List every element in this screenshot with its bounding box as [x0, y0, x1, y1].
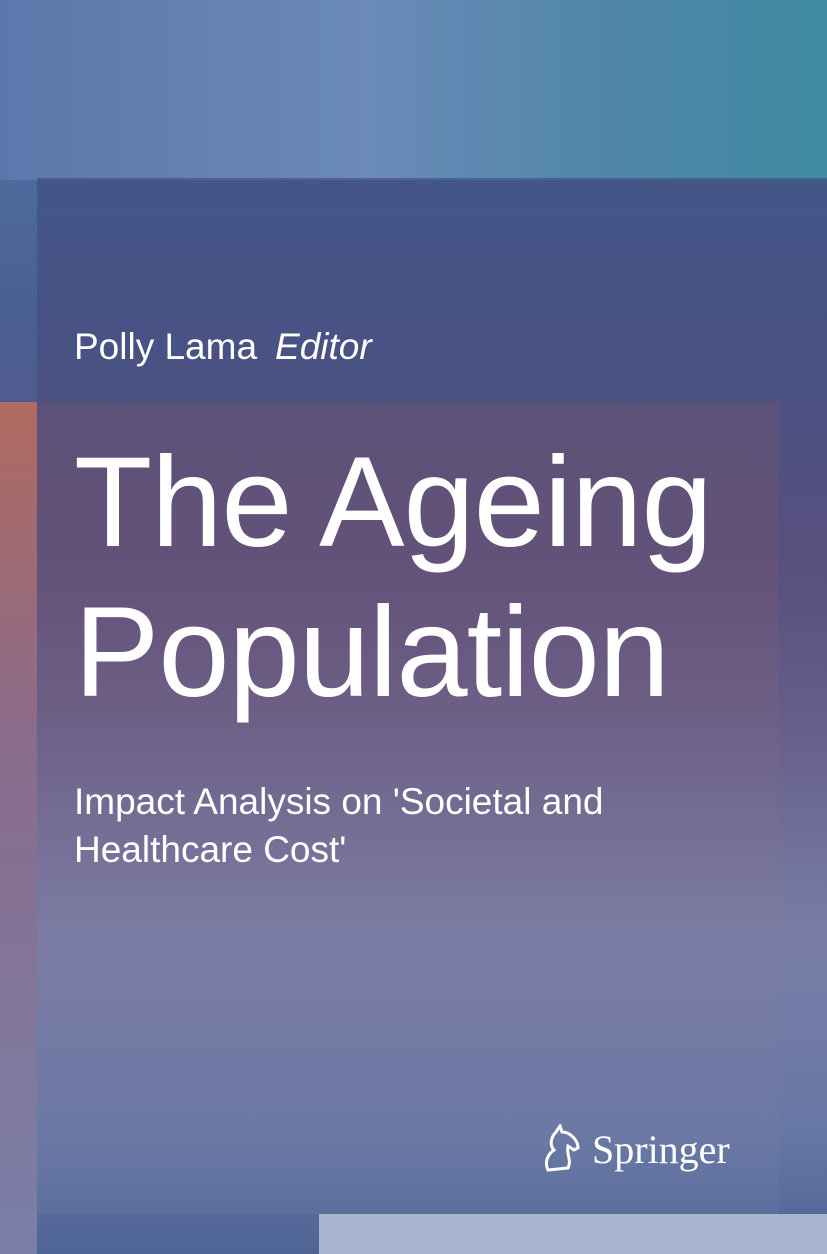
background-panel — [37, 178, 827, 1254]
springer-horse-icon — [544, 1124, 580, 1172]
bottom-bar — [319, 1214, 827, 1254]
author-name: Polly Lama — [74, 326, 258, 367]
book-subtitle: Impact Analysis on 'Societal and Healthc… — [74, 781, 604, 870]
publisher-logo: Springer — [538, 1124, 730, 1174]
author-role: Editor — [275, 326, 372, 367]
background-top — [0, 0, 827, 180]
title-panel — [37, 402, 779, 1214]
author-line: Polly Lama Editor — [74, 326, 372, 368]
background-strip — [0, 402, 37, 1254]
publisher-name: Springer — [592, 1126, 730, 1172]
title-line-1: The Ageing — [74, 431, 713, 574]
book-title: The Ageing Population — [74, 428, 713, 728]
title-line-2: Population — [74, 581, 670, 724]
